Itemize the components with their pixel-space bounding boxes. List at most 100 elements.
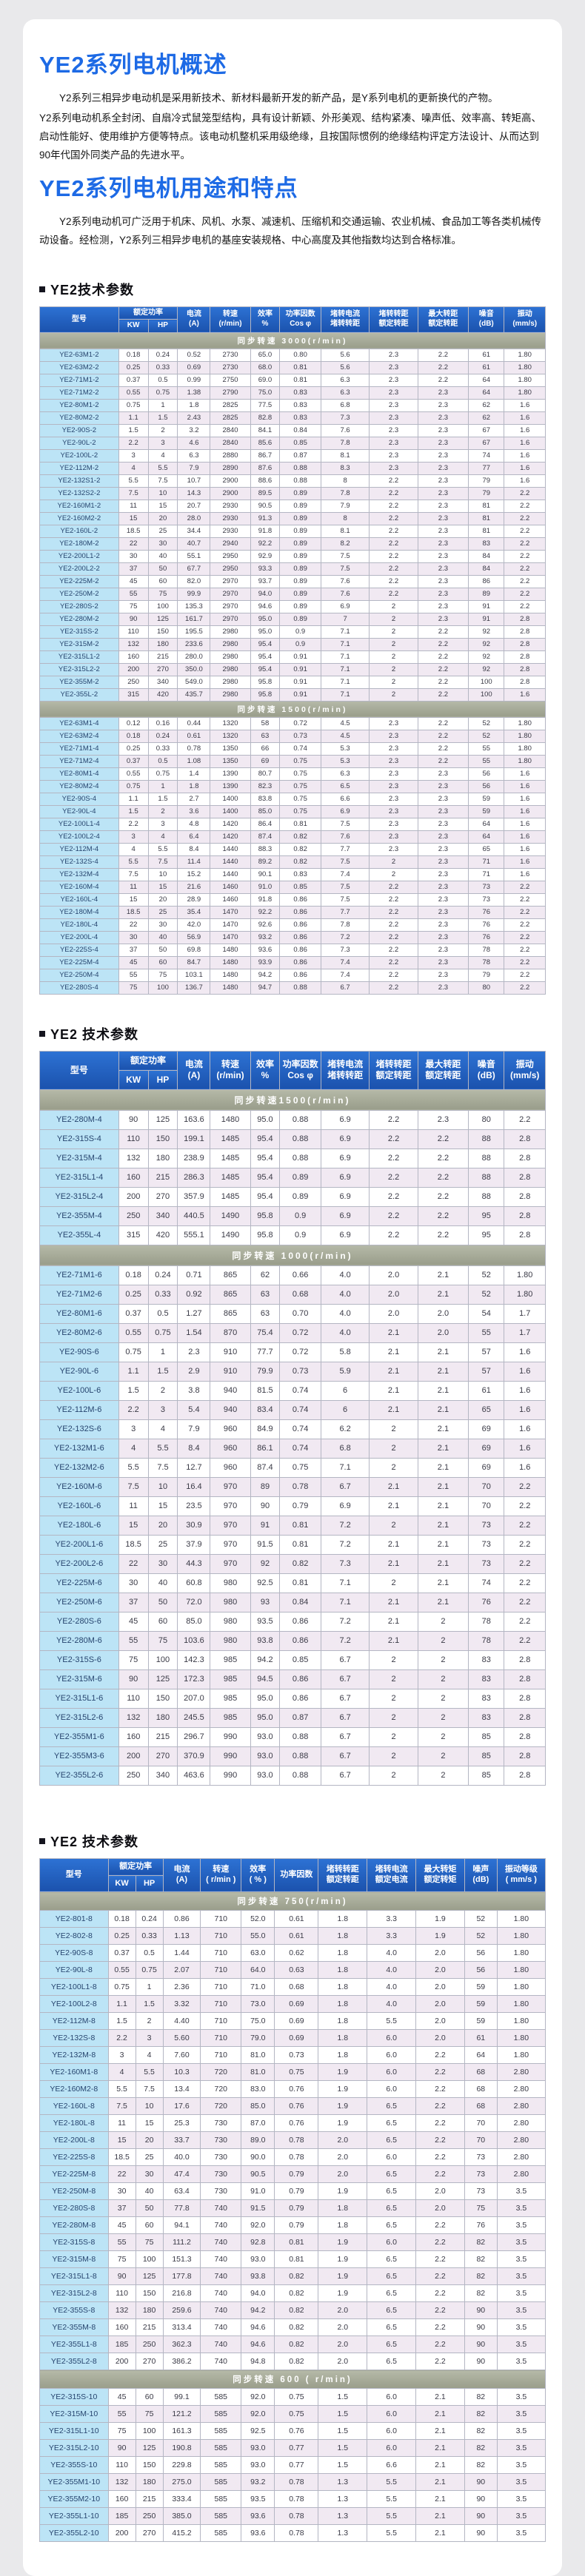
value-cell: 90 <box>464 2335 498 2354</box>
value-cell: 6.0 <box>367 2233 417 2252</box>
value-cell: 1.9 <box>415 1910 465 1928</box>
value-cell: 2.3 <box>369 817 418 831</box>
value-cell: 21.6 <box>177 880 211 894</box>
value-cell: 2.1 <box>415 2490 465 2509</box>
value-cell: 0.86 <box>279 968 321 982</box>
value-cell: 55 <box>468 754 505 768</box>
value-cell: 2.2 <box>504 880 546 894</box>
value-cell: 2.2 <box>369 1186 418 1207</box>
value-cell: 1.80 <box>504 741 546 756</box>
value-cell: 82 <box>464 2439 498 2458</box>
value-cell: 6 <box>320 1399 370 1420</box>
value-cell: 59 <box>468 804 505 818</box>
value-cell: 0.25 <box>118 741 149 756</box>
table-row: YE2-250M-2 55 75 99.9 2970 94.0 0.89 7.6 2.2 2.3 8… <box>39 587 546 601</box>
value-cell: 0.78 <box>274 2490 319 2509</box>
value-cell: 85 <box>468 1746 505 1766</box>
model-cell: YE2-355M1-10 <box>39 2473 109 2492</box>
value-cell: 4.0 <box>320 1265 370 1285</box>
value-cell: 2.1 <box>417 1515 469 1536</box>
value-cell: 0.74 <box>279 1438 321 1459</box>
value-cell: 2.3 <box>417 436 469 450</box>
model-cell: YE2-160M2-2 <box>39 511 119 525</box>
value-cell: 585 <box>200 2507 242 2526</box>
value-cell: 2.2 <box>504 524 546 538</box>
value-cell: 3.5 <box>496 2490 546 2509</box>
value-cell: 1.9 <box>318 2250 368 2269</box>
value-cell: 42.0 <box>177 918 211 932</box>
value-cell: 1.5 <box>318 2405 368 2424</box>
table-row: YE2-100L1-8 0.75 1 2.36 710 71.0 0.68 1.8 4.0 2.0… <box>39 1978 546 1997</box>
value-cell: 87.4 <box>250 830 281 844</box>
value-cell: 3.5 <box>496 2182 546 2201</box>
value-cell: 2.0 <box>415 2182 465 2201</box>
value-cell: 250 <box>135 2507 164 2526</box>
value-cell: 1.1 <box>118 792 149 806</box>
model-cell: YE2-315S-6 <box>39 1649 119 1670</box>
value-cell: 8.4 <box>177 842 211 856</box>
value-cell: 83 <box>468 1649 505 1670</box>
value-cell: 93.7 <box>250 574 281 588</box>
value-cell: 92 <box>468 625 505 639</box>
value-cell: 11.4 <box>177 855 211 869</box>
value-cell: 1.44 <box>162 1944 201 1963</box>
model-cell: YE2-355M-2 <box>39 675 119 689</box>
value-cell: 64 <box>468 386 505 400</box>
table-row: YE2-112M-6 2.2 3 5.4 940 83.4 0.74 6 2.1 2.1 65 1.6 <box>39 1399 546 1420</box>
value-cell: 30 <box>147 918 178 932</box>
value-cell: 2900 <box>210 486 251 500</box>
model-cell: YE2-112M-2 <box>39 461 119 475</box>
value-cell: 2.1 <box>369 1611 418 1632</box>
table-row: YE2-132S-4 5.5 7.5 11.4 1440 89.2 0.82 7.5 2 2.3 7… <box>39 855 546 869</box>
value-cell: 1.5 <box>147 1361 178 1382</box>
value-cell: 37 <box>107 2199 136 2218</box>
value-cell: 22 <box>118 1553 149 1574</box>
value-cell: 190.8 <box>162 2439 201 2458</box>
table-row: YE2-280M-2 90 125 161.7 2970 95.0 0.89 7 2 2.3 91 2… <box>39 612 546 626</box>
value-cell: 2.0 <box>415 1961 465 1980</box>
model-cell: YE2-280M-6 <box>39 1630 119 1651</box>
value-cell: 6.5 <box>367 2318 417 2337</box>
value-cell: 1.80 <box>496 1927 546 1946</box>
value-cell: 37 <box>118 1592 149 1612</box>
value-cell: 85.0 <box>241 2097 275 2116</box>
value-cell: 2.2 <box>369 511 418 525</box>
speed-band-label: 同步转速 750(r/min) <box>39 1891 546 1911</box>
value-cell: 2 <box>417 1746 469 1766</box>
value-cell: 2840 <box>210 436 251 450</box>
value-cell: 940 <box>210 1380 251 1401</box>
value-cell: 50 <box>147 943 178 957</box>
value-cell: 2.2 <box>504 968 546 982</box>
value-cell: 2.2 <box>417 741 469 756</box>
table-row: YE2-160M1-8 4 5.5 10.3 720 81.0 0.75 1.9 6.0 2.2 6… <box>39 2063 546 2082</box>
value-cell: 2 <box>369 1765 418 1786</box>
value-cell: 420 <box>147 1225 178 1245</box>
value-cell: 7.1 <box>320 662 370 676</box>
value-cell: 0.71 <box>177 1265 211 1285</box>
value-cell: 95.0 <box>250 1109 281 1130</box>
value-cell: 585 <box>200 2473 242 2492</box>
value-cell: 2.3 <box>417 511 469 525</box>
model-cell: YE2-200L2-6 <box>39 1553 119 1574</box>
value-cell: 2.2 <box>369 955 418 969</box>
value-cell: 0.89 <box>279 612 321 626</box>
value-cell: 3 <box>118 1419 149 1439</box>
table-row: YE2-180M-2 22 30 40.7 2940 92.2 0.89 8.2 2.2 2.3 8… <box>39 537 546 551</box>
table-row: YE2-355M-8 160 215 313.4 740 94.6 0.82 2.0 6.5 2.… <box>39 2318 546 2337</box>
model-cell: YE2-315M-10 <box>39 2405 109 2424</box>
value-cell: 2.8 <box>504 1688 546 1709</box>
value-cell: 7.1 <box>320 675 370 689</box>
table-row: YE2-160L-8 7.5 10 17.6 720 85.0 0.76 1.9 6.5 2.2 6… <box>39 2097 546 2116</box>
value-cell: 34.4 <box>177 524 211 538</box>
value-cell: 0.89 <box>279 599 321 613</box>
value-cell: 100 <box>147 599 178 613</box>
value-cell: 0.75 <box>279 792 321 806</box>
value-cell: 3 <box>135 2029 164 2048</box>
value-cell: 0.88 <box>279 1129 321 1149</box>
value-cell: 0.81 <box>279 360 321 374</box>
value-cell: 7.7 <box>320 842 370 856</box>
value-cell: 7.7 <box>320 905 370 919</box>
value-cell: 2.07 <box>162 1961 201 1980</box>
model-cell: YE2-112M-4 <box>39 842 119 856</box>
value-cell: 0.68 <box>274 1978 319 1997</box>
